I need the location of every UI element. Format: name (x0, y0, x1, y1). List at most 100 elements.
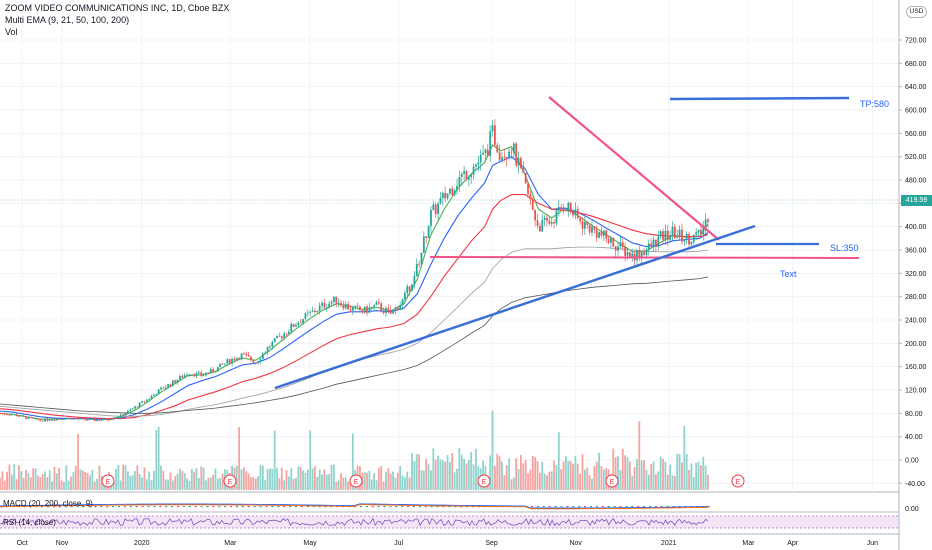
macd-pane-label[interactable]: MACD (20, 200, close, 9) (3, 499, 93, 508)
candle-body (306, 312, 309, 314)
candle-body (13, 414, 16, 416)
macd-histogram-bar (182, 506, 185, 508)
volume-bar (688, 470, 690, 490)
time-axis[interactable]: Oct Nov 2020 Mar May Jul Sep Nov 2021 Mar Apr Jun (17, 540, 878, 547)
candle-body (186, 374, 188, 376)
volume-bar (316, 476, 319, 490)
volume-bar (58, 467, 61, 490)
candle-body (628, 252, 631, 257)
candle-body (699, 229, 702, 235)
candle-body (489, 131, 492, 157)
macd-histogram-bar (118, 506, 120, 508)
volume-bar (470, 451, 473, 490)
y-tick-label: -40.00 (905, 481, 925, 488)
volume-bar (169, 472, 172, 490)
indicator-ema-label[interactable]: Multi EMA (9, 21, 50, 100, 200) (5, 15, 130, 25)
rsi-pane-label[interactable]: RSI (14, close) (3, 518, 56, 527)
volume-bar (186, 478, 188, 490)
candle-body (671, 226, 674, 236)
candle-body (678, 229, 681, 236)
candle-body (560, 207, 563, 209)
candle-body (219, 363, 222, 368)
volume-bar (304, 472, 307, 490)
candle-body (406, 286, 409, 293)
candle-body (655, 239, 657, 247)
macd-histogram-bar (230, 506, 233, 508)
candle-body (280, 336, 283, 339)
candle-body (153, 394, 155, 396)
macd-histogram-bar (560, 506, 563, 508)
candle-body (84, 418, 87, 420)
chart-title: ZOOM VIDEO COMMUNICATIONS INC, 1D, Cboe … (5, 3, 230, 13)
earnings-marker-circle (477, 474, 491, 488)
volume-bar (453, 472, 456, 490)
candle-body (605, 230, 608, 239)
candle-body (366, 306, 368, 313)
indicator-vol-label[interactable]: Vol (5, 27, 18, 37)
volume-bar (174, 476, 177, 490)
volume-bar (269, 468, 271, 490)
volume-bar (659, 456, 662, 490)
x-tick-label: Jul (394, 540, 403, 547)
candle-body (387, 308, 390, 310)
candle-body (640, 252, 643, 258)
volume-bar (314, 466, 316, 490)
candle-body (351, 306, 354, 311)
volume-bar (36, 475, 39, 490)
candle-body (401, 299, 404, 306)
candle-body (285, 333, 288, 335)
volume-bar (662, 458, 664, 490)
candle-body (309, 311, 312, 313)
y-tick-label: 640.00 (905, 84, 927, 91)
trend-drawings[interactable]: TP:580 SL:350 Text (0, 96, 899, 390)
volume-bar (704, 465, 707, 490)
volume-bar (434, 459, 437, 490)
currency-badge[interactable]: USD (906, 6, 927, 18)
volume-bar (496, 453, 499, 490)
macd-histogram-bar (271, 506, 274, 508)
volume-bar (503, 474, 506, 490)
candle-body (10, 414, 13, 416)
candle-body (415, 263, 418, 277)
volume-bar (536, 461, 539, 490)
volume-bar (366, 472, 368, 490)
candle-body (643, 252, 645, 256)
candle-body (169, 384, 172, 386)
macd-histogram-bar (590, 506, 592, 508)
volume-bar (645, 469, 648, 490)
volume-bar (124, 465, 127, 490)
volume-bar (46, 477, 49, 490)
volume-bar (456, 468, 458, 490)
volume-bar (276, 467, 278, 490)
price-axis[interactable]: -40.00 0.00 40.00 80.00 120.00 160.00 200.00 24… (898, 0, 932, 550)
volume-bar (562, 461, 565, 490)
candle-body (316, 311, 319, 313)
candle-body (115, 417, 117, 419)
volume-bar (612, 448, 615, 490)
volume-bar (15, 479, 18, 490)
volume-bar (115, 468, 117, 490)
volume-bar (77, 433, 80, 490)
x-tick-label: Nov (569, 540, 582, 547)
candle-body (100, 419, 103, 421)
candle-body (79, 418, 82, 419)
volume-bar (188, 480, 191, 490)
candle-body (486, 149, 489, 157)
candle-body (342, 304, 345, 309)
volume-bar (647, 474, 650, 490)
volume-bar (380, 466, 383, 490)
annotation-label: Text (780, 269, 797, 279)
macd-histogram-bar (324, 506, 327, 508)
volume-bar (285, 469, 288, 490)
macd-histogram-bar (708, 506, 710, 508)
candle-body (439, 198, 442, 204)
candle-body (422, 236, 425, 253)
x-tick-label: 2020 (134, 540, 150, 547)
earnings-marker: E (223, 474, 237, 488)
volume-bar (96, 478, 98, 490)
candle-body (332, 296, 335, 302)
volume-bar (427, 464, 430, 490)
candle-body (335, 296, 338, 304)
